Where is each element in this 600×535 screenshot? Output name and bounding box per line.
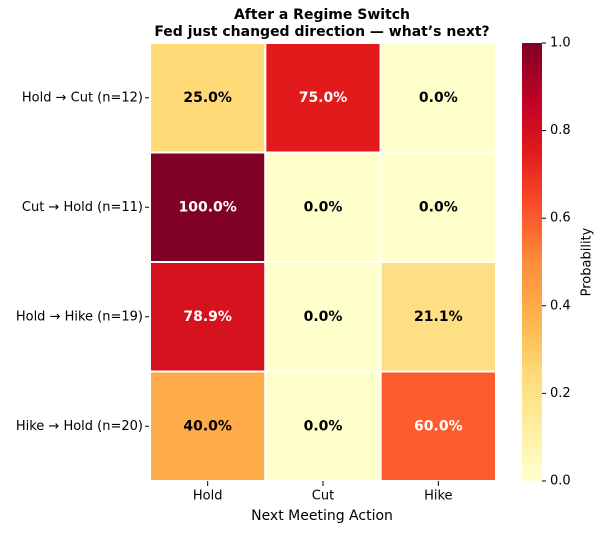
cell-value-label: 25.0% bbox=[183, 90, 232, 106]
cell-value-label: 21.1% bbox=[414, 309, 463, 325]
colorbar-label: Probability bbox=[580, 227, 595, 296]
y-tick-label: Cut → Hold (n=11) bbox=[22, 200, 143, 215]
heatmap-cell bbox=[379, 261, 497, 373]
cell-value-label: 40.0% bbox=[183, 418, 232, 434]
colorbar-tick-label: 0.0 bbox=[550, 474, 571, 489]
colorbar-tick-label: 1.0 bbox=[550, 36, 571, 51]
heatmap-cell bbox=[264, 261, 382, 373]
heatmap-cell bbox=[149, 151, 267, 263]
heatmap-cell bbox=[379, 151, 497, 263]
colorbar-tick-label: 0.8 bbox=[550, 123, 571, 138]
y-tick-label: Hold → Cut (n=12) bbox=[22, 90, 143, 105]
colorbar-tick-label: 0.6 bbox=[550, 211, 571, 226]
chart-subtitle: Fed just changed direction — what’s next… bbox=[154, 24, 489, 40]
colorbar-tick-label: 0.2 bbox=[550, 386, 571, 401]
x-tick-label: Cut bbox=[312, 489, 334, 504]
cell-value-label: 0.0% bbox=[304, 418, 343, 434]
colorbar bbox=[522, 43, 542, 481]
y-tick-label: Hike → Hold (n=20) bbox=[16, 419, 143, 434]
cell-value-label: 75.0% bbox=[299, 90, 348, 106]
heatmap-cell bbox=[149, 370, 267, 482]
cell-value-label: 0.0% bbox=[419, 199, 458, 215]
cell-value-label: 0.0% bbox=[419, 90, 458, 106]
cell-value-label: 60.0% bbox=[414, 418, 463, 434]
heatmap-cell bbox=[264, 370, 382, 482]
x-axis-label: Next Meeting Action bbox=[251, 508, 393, 524]
x-tick-label: Hold bbox=[193, 489, 223, 504]
chart-title: After a Regime Switch bbox=[234, 7, 410, 23]
heatmap-cell bbox=[264, 42, 382, 154]
cell-value-label: 78.9% bbox=[183, 309, 232, 325]
cell-value-label: 0.0% bbox=[304, 309, 343, 325]
cell-value-label: 100.0% bbox=[179, 199, 237, 215]
heatmap-cell bbox=[379, 370, 497, 482]
y-tick-label: Hold → Hike (n=19) bbox=[16, 309, 143, 324]
x-tick-label: Hike bbox=[424, 489, 452, 504]
cell-value-label: 0.0% bbox=[304, 199, 343, 215]
colorbar-tick-label: 0.4 bbox=[550, 298, 571, 313]
